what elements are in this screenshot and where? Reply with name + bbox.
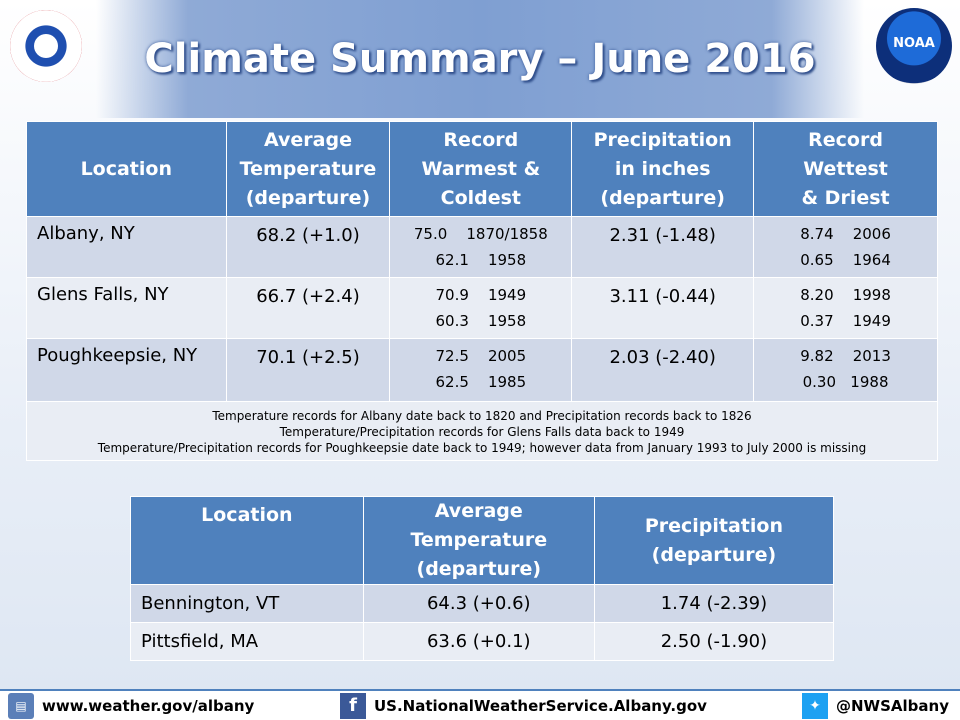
records-notes: Temperature records for Albany date back… xyxy=(26,401,938,461)
record-temp-cell: 70.9 1949 60.3 1958 xyxy=(389,277,573,339)
precip-cell: 3.11 (-0.44) xyxy=(571,277,755,339)
col-header-precip: Precipitation (departure) xyxy=(593,496,835,585)
precip-cell: 1.74 (-2.39) xyxy=(593,584,835,623)
table-row: Glens Falls, NY 66.7 (+2.4) 70.9 1949 60.… xyxy=(26,277,938,339)
note-line: Temperature records for Albany date back… xyxy=(212,409,752,423)
record-precip-cell: 9.82 2013 0.30 1988 xyxy=(753,338,938,402)
record-temp-cell: 75.0 1870/1858 62.1 1958 xyxy=(389,216,573,278)
record-precip-cell: 8.20 1998 0.37 1949 xyxy=(753,277,938,339)
col-header-location: Location xyxy=(130,496,364,585)
page-title: Climate Summary – June 2016 xyxy=(144,36,816,82)
location-cell: Pittsfield, MA xyxy=(130,622,364,661)
web-icon: ▤ xyxy=(8,692,34,719)
note-line: Temperature/Precipitation records for Gl… xyxy=(279,425,685,439)
col-header-avg-temp: Average Temperature (departure) xyxy=(362,496,595,585)
temp-cell: 63.6 (+0.1) xyxy=(362,622,595,661)
col-header-precip: Precipitation in inches (departure) xyxy=(571,121,755,217)
table-row: Albany, NY 68.2 (+1.0) 75.0 1870/1858 62.… xyxy=(26,216,938,278)
col-header-avg-temp: Average Temperature (departure) xyxy=(225,121,391,217)
table-header-row: Location Average Temperature (departure)… xyxy=(130,496,835,585)
facebook-link[interactable]: US.NationalWeatherService.Albany.gov xyxy=(374,696,707,715)
precip-cell: 2.03 (-2.40) xyxy=(571,338,755,402)
col-header-location: Location xyxy=(26,121,227,217)
footer-bar: ▤ www.weather.gov/albany f US.NationalWe… xyxy=(0,689,960,720)
footer-website[interactable]: ▤ www.weather.gov/albany xyxy=(8,691,254,720)
temp-cell: 64.3 (+0.6) xyxy=(362,584,595,623)
table-row: Pittsfield, MA 63.6 (+0.1) 2.50 (-1.90) xyxy=(130,622,835,661)
temp-cell: 68.2 (+1.0) xyxy=(225,216,391,278)
nws-logo-icon xyxy=(10,10,82,82)
table-row: Bennington, VT 64.3 (+0.6) 1.74 (-2.39) xyxy=(130,584,835,623)
temp-cell: 66.7 (+2.4) xyxy=(225,277,391,339)
location-cell: Albany, NY xyxy=(26,216,227,278)
noaa-logo-icon: NOAA xyxy=(876,8,952,84)
footer-facebook[interactable]: f US.NationalWeatherService.Albany.gov xyxy=(340,691,707,720)
table-row: Poughkeepsie, NY 70.1 (+2.5) 72.5 2005 62… xyxy=(26,338,938,402)
location-cell: Poughkeepsie, NY xyxy=(26,338,227,402)
record-precip-cell: 8.74 2006 0.65 1964 xyxy=(753,216,938,278)
temp-cell: 70.1 (+2.5) xyxy=(225,338,391,402)
precip-cell: 2.50 (-1.90) xyxy=(593,622,835,661)
record-temp-cell: 72.5 2005 62.5 1985 xyxy=(389,338,573,402)
col-header-record-temp: Record Warmest & Coldest xyxy=(389,121,573,217)
climate-table-main: Location Average Temperature (departure)… xyxy=(26,121,938,461)
col-header-record-precip: Record Wettest & Driest xyxy=(753,121,938,217)
website-link[interactable]: www.weather.gov/albany xyxy=(42,696,255,715)
note-line: Temperature/Precipitation records for Po… xyxy=(97,441,867,455)
location-cell: Bennington, VT xyxy=(130,584,364,623)
facebook-icon: f xyxy=(340,692,366,719)
precip-cell: 2.31 (-1.48) xyxy=(571,216,755,278)
climate-table-secondary: Location Average Temperature (departure)… xyxy=(130,496,835,661)
location-cell: Glens Falls, NY xyxy=(26,277,227,339)
table-header-row: Location Average Temperature (departure)… xyxy=(26,121,938,217)
title-band xyxy=(96,0,864,118)
footer-twitter[interactable]: ✦ @NWSAlbany xyxy=(802,691,949,720)
twitter-link[interactable]: @NWSAlbany xyxy=(836,696,949,715)
notes-row: Temperature records for Albany date back… xyxy=(26,401,938,461)
twitter-icon: ✦ xyxy=(802,692,828,719)
